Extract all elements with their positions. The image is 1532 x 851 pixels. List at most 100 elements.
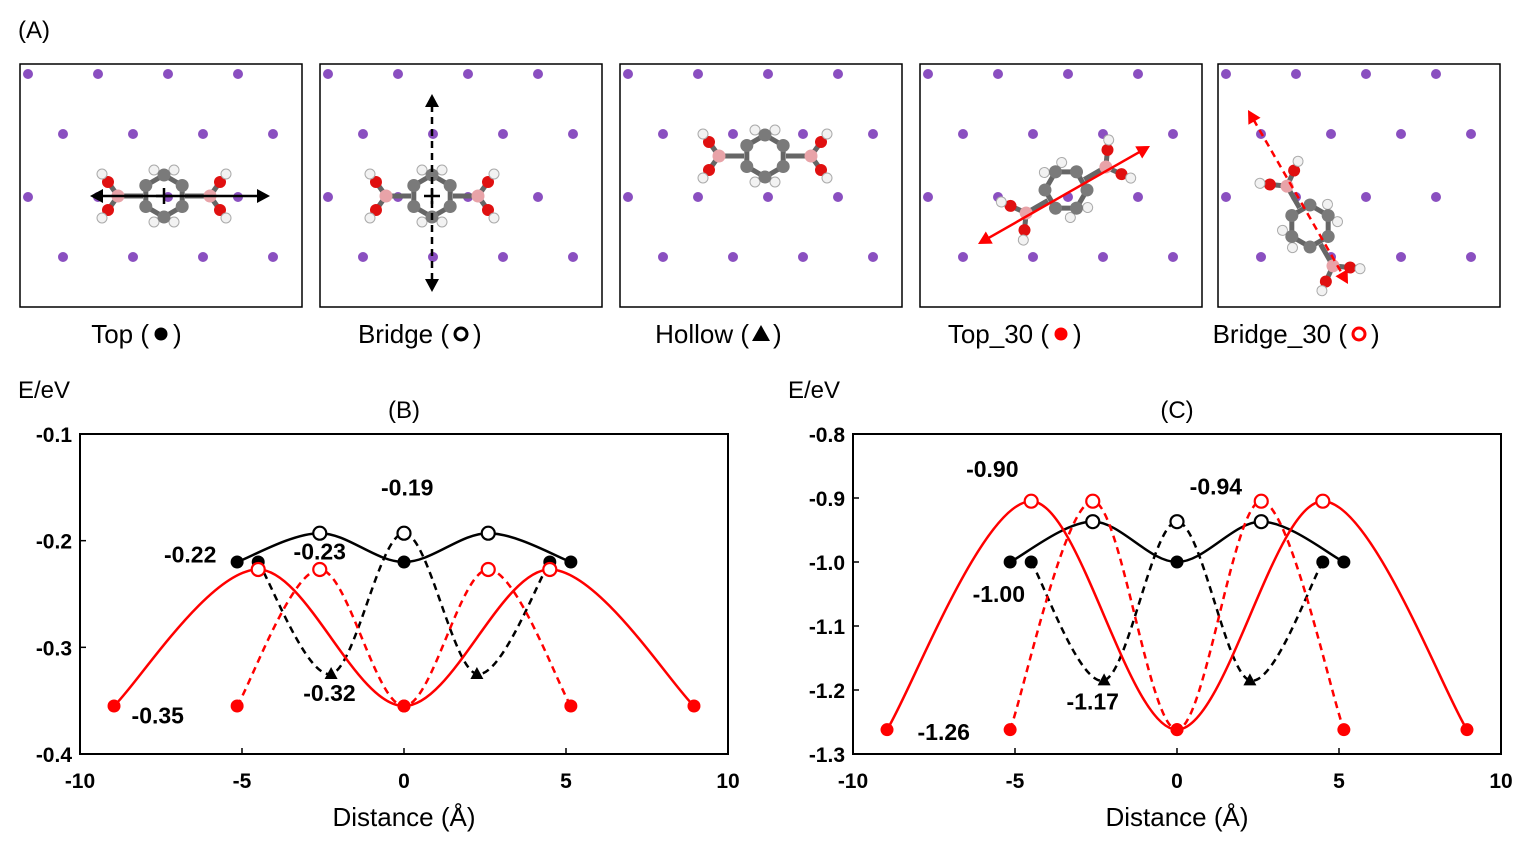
carbon-atom (1303, 198, 1317, 212)
data-point (1170, 555, 1184, 569)
y-tick-label: -0.9 (809, 488, 845, 511)
metal-atom (23, 69, 33, 79)
data-point (312, 561, 328, 578)
data-point (564, 555, 578, 569)
hydrogen-atom (148, 164, 160, 176)
oxygen-atom (1319, 275, 1332, 288)
metal-atom (568, 252, 578, 262)
hydrogen-atom (697, 172, 709, 184)
hydrogen-atom (697, 128, 709, 140)
structure-frame (19, 63, 303, 308)
series-line-2 (1030, 520, 1324, 682)
series-line-4 (1008, 499, 1346, 731)
metal-atom (1256, 252, 1266, 262)
metal-atom (833, 69, 843, 79)
hydrogen-atom (168, 216, 180, 228)
metal-atom (1326, 129, 1336, 139)
metal-atom (93, 69, 103, 79)
data-point (1085, 493, 1101, 509)
metal-atom (1168, 129, 1178, 139)
oxygen-atom (1101, 143, 1114, 156)
metal-atom (923, 192, 933, 202)
data-label: -0.19 (381, 474, 433, 500)
x-tick-label: -10 (838, 770, 868, 793)
y-tick-label: -0.1 (36, 424, 73, 447)
metal-atom (1396, 129, 1406, 139)
metal-atom (763, 69, 773, 79)
series-line-3 (885, 499, 1469, 731)
hydrogen-atom (1103, 134, 1115, 146)
structure-panel-2: Bridge () (319, 63, 603, 349)
hydrogen-atom (1276, 224, 1288, 236)
y-tick-label: -1.1 (809, 616, 846, 639)
hydrogen-atom (1292, 155, 1304, 167)
arrow-head (257, 189, 270, 203)
hydrogen-atom (416, 216, 428, 228)
metal-atom (163, 69, 173, 79)
hydrogen-atom (96, 168, 108, 180)
boron-atom (471, 189, 485, 203)
structure-caption: Hollow ( (655, 319, 749, 349)
carbon-atom (407, 179, 421, 192)
carbon-atom (1038, 183, 1052, 197)
x-tick-label: 10 (1489, 770, 1512, 793)
molecule (697, 124, 833, 188)
data-point (1169, 514, 1185, 530)
metal-atom (358, 252, 368, 262)
data-point (396, 525, 412, 541)
structure-caption-end: ) (1073, 319, 1082, 349)
metal-atom (693, 69, 703, 79)
oxygen-atom (370, 204, 382, 216)
carbon-atom (776, 139, 790, 152)
y-tick-label: -1.2 (809, 680, 845, 703)
boron-atom (1326, 259, 1340, 273)
y-tick-label: -1.0 (809, 552, 845, 575)
data-point (1253, 493, 1269, 509)
data-point (470, 667, 484, 679)
hydrogen-atom (96, 212, 108, 224)
data-point (480, 525, 496, 541)
hydrogen-atom (1064, 212, 1076, 224)
metal-atom (1396, 252, 1406, 262)
metal-atom (958, 129, 968, 139)
metal-atom (128, 252, 138, 262)
metal-atom (1466, 129, 1476, 139)
carbon-atom (175, 179, 189, 192)
hydrogen-atom (220, 212, 232, 224)
arrow-head (425, 279, 439, 292)
oxygen-atom (1018, 224, 1031, 237)
carbon-atom (1303, 240, 1317, 254)
oxygen-atom (102, 176, 114, 188)
arrow-head (425, 94, 439, 107)
oxygen-atom (214, 176, 226, 188)
metal-atom (198, 129, 208, 139)
carbon-atom (157, 168, 171, 182)
chart-b: E/eV (B) -0.1 -0.2 -0.3 -0.4 -10 -5 0 5 10 Distance… (18, 377, 740, 832)
data-point (397, 699, 411, 713)
metal-atom (1133, 192, 1143, 202)
oxygen-atom (703, 164, 715, 176)
oxygen-atom (703, 136, 715, 148)
hydrogen-atom (1082, 202, 1094, 214)
data-point (542, 561, 558, 578)
structure-caption-end: ) (473, 319, 482, 349)
boron-atom (712, 149, 726, 163)
carbon-atom (758, 170, 772, 184)
hydrogen-atom (436, 216, 448, 228)
metal-atom (1291, 69, 1301, 79)
metal-atom (498, 129, 508, 139)
y-tick-label: -0.4 (36, 744, 73, 767)
hydrogen-atom (769, 176, 781, 188)
carbon-atom (1069, 165, 1083, 179)
metal-atom (58, 252, 68, 262)
metal-atom (693, 192, 703, 202)
legend-marker-filled (1054, 327, 1068, 341)
diffusion-arrow-line (1252, 118, 1344, 276)
metal-atom (658, 129, 668, 139)
carbon-atom (425, 168, 439, 182)
chart-title: (C) (1160, 397, 1193, 424)
metal-atom (463, 69, 473, 79)
metal-atom (1361, 69, 1371, 79)
x-tick-label: 0 (398, 770, 410, 793)
